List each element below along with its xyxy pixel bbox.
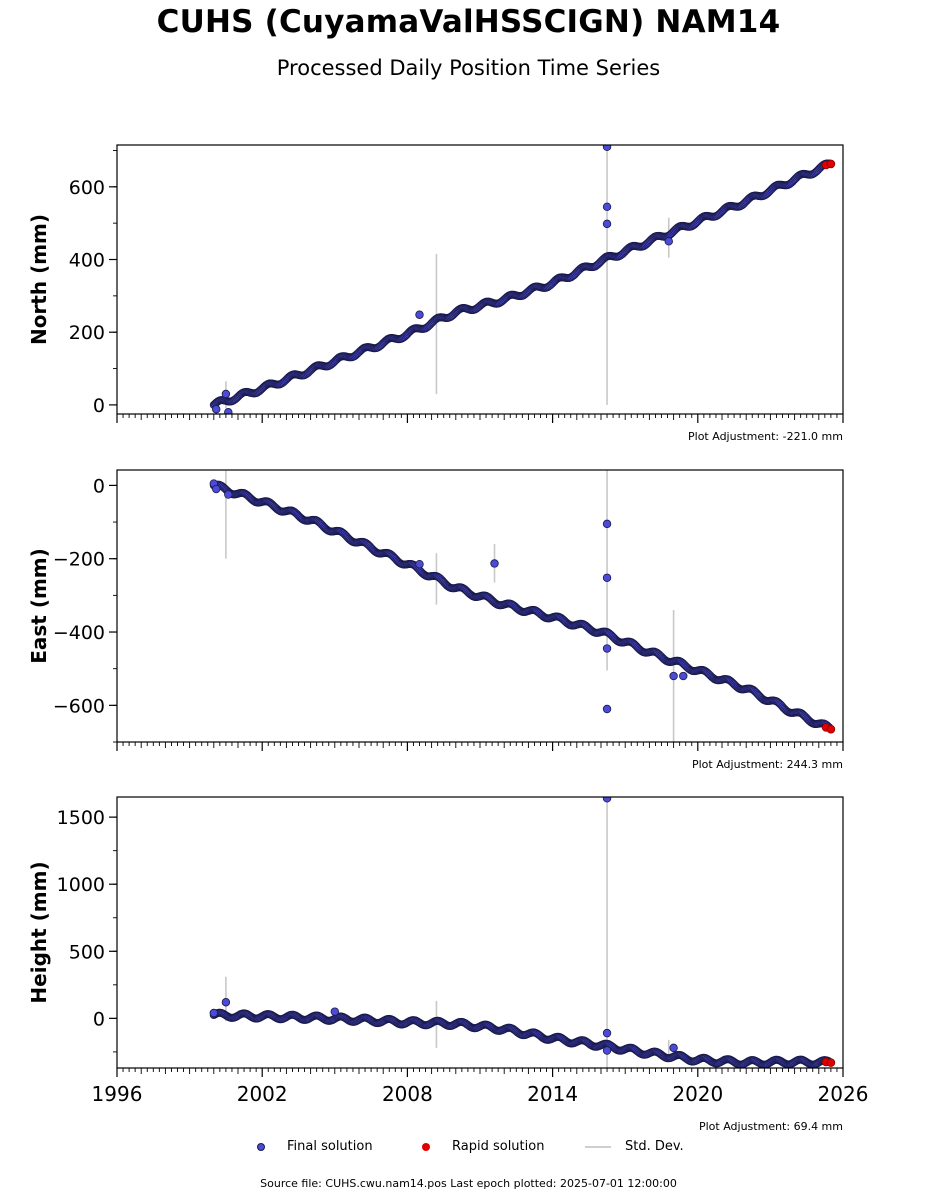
outlier-point: [221, 389, 231, 399]
outlier-point: [224, 407, 233, 414]
y-tick-label: 1000: [57, 874, 105, 896]
x-tick-label: 1996: [92, 1082, 143, 1106]
y-tick-label: 0: [93, 395, 105, 417]
outlier-point: [602, 797, 612, 803]
rapid-point: [826, 159, 836, 169]
legend-rapid-label: Rapid solution: [452, 1139, 545, 1154]
rapid-solution-marker: [422, 1143, 430, 1151]
outlier-point: [602, 519, 612, 529]
outlier-point: [221, 998, 231, 1007]
outlier-point: [602, 219, 612, 229]
y-tick-label: 200: [69, 322, 105, 344]
x-tick-label: 2026: [818, 1082, 869, 1106]
plot-adjustment-label: Plot Adjustment: 69.4 mm: [699, 1120, 843, 1133]
y-tick-label: 600: [69, 177, 105, 199]
legend-final-label: Final solution: [287, 1139, 373, 1154]
y-axis-label: North (mm): [27, 214, 51, 345]
y-tick-label: 1500: [57, 807, 105, 829]
x-tick-label: 2020: [672, 1082, 723, 1106]
outlier-point: [602, 573, 612, 582]
outlier-point: [664, 237, 673, 246]
plot-frame: [116, 144, 844, 415]
outlier-point: [224, 490, 233, 499]
outlier-point: [212, 484, 221, 494]
outlier-point: [415, 560, 424, 569]
source-footer: Source file: CUHS.cwu.nam14.pos Last epo…: [260, 1177, 677, 1190]
x-tick-label: 2008: [382, 1082, 433, 1106]
y-tick-label: −600: [53, 695, 105, 717]
outlier-point: [602, 145, 612, 152]
y-tick-label: 400: [69, 250, 105, 272]
outlier-point: [669, 1043, 678, 1053]
outlier-point: [490, 559, 499, 568]
outlier-point: [330, 1007, 339, 1016]
plot-area: [209, 797, 836, 1068]
x-tick-label: 2002: [237, 1082, 288, 1106]
outlier-point: [602, 1028, 612, 1038]
panel-2: 0 500 1000 1500 Height (mm) Plot Adjustment: …: [27, 796, 869, 1133]
x-tick-label: 2014: [527, 1082, 578, 1106]
outlier-point: [602, 1046, 612, 1055]
panel-1: 0 −200 −400 −600 East (mm) Plot Adjustment: 2…: [27, 469, 844, 771]
rapid-point: [826, 1058, 836, 1067]
y-axis-label: Height (mm): [27, 861, 51, 1003]
plot-adjustment-label: Plot Adjustment: 244.3 mm: [692, 758, 843, 771]
page-title: CUHS (CuyamaValHSSCIGN) NAM14: [156, 4, 781, 40]
plot-area: [209, 145, 836, 414]
y-axis-label: East (mm): [27, 548, 51, 664]
outlier-point: [602, 202, 612, 211]
page-subtitle: Processed Daily Position Time Series: [276, 56, 661, 80]
y-tick-label: −200: [53, 549, 105, 571]
outlier-point: [602, 704, 612, 714]
plot-area: [209, 470, 836, 742]
outlier-point: [679, 671, 688, 681]
outlier-point: [669, 671, 678, 681]
final-solution-marker: [257, 1143, 265, 1151]
y-tick-label: 0: [93, 1008, 105, 1030]
y-tick-label: 0: [93, 475, 105, 497]
legend: Final solution Rapid solution Std. Dev.: [0, 1137, 937, 1157]
legend-stddev-label: Std. Dev.: [625, 1139, 684, 1154]
plot-adjustment-label: Plot Adjustment: -221.0 mm: [688, 430, 843, 443]
rapid-point: [826, 724, 836, 734]
final-solution-series: [209, 1008, 835, 1068]
outlier-point: [602, 644, 612, 653]
y-tick-label: −400: [53, 622, 105, 644]
outlier-point: [209, 1008, 218, 1018]
outlier-point: [415, 310, 424, 319]
std-dev-line-marker: [585, 1146, 611, 1148]
y-tick-label: 500: [69, 941, 105, 963]
outlier-point: [212, 405, 221, 414]
final-solution-series: [209, 159, 835, 409]
final-solution-series: [209, 480, 835, 733]
panel-0: 0 200 400 600 North (mm) Plot Adjustment: -22…: [27, 144, 844, 443]
